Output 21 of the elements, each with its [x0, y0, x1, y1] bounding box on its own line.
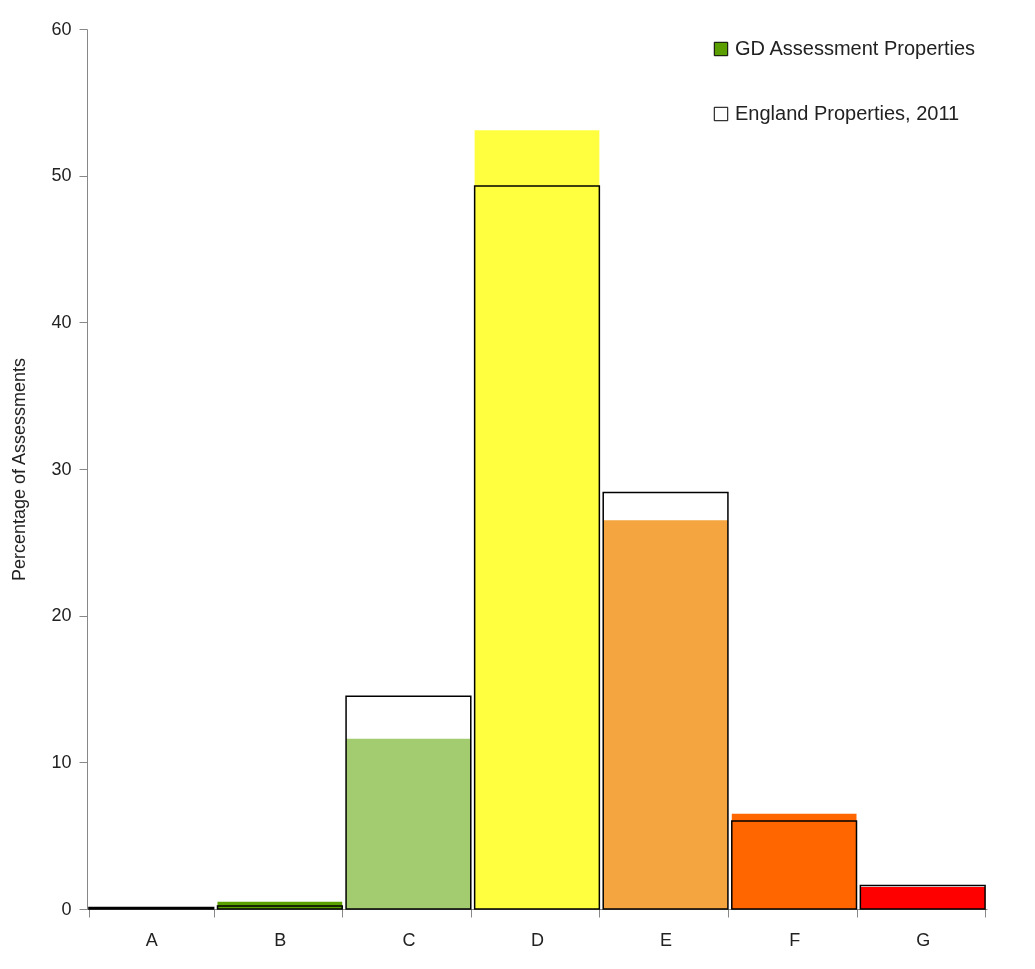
bar	[346, 738, 471, 909]
y-tick-label: 40	[51, 311, 72, 332]
x-tick-label: F	[789, 929, 801, 950]
y-tick-label: 50	[51, 165, 72, 186]
y-axis-title: Percentage of Assessments	[9, 357, 30, 582]
x-tick-label: G	[916, 929, 931, 950]
legend-label: GD Assessment Properties	[735, 37, 976, 59]
legend-label: England Properties, 2011	[735, 102, 960, 124]
y-tick-label: 0	[61, 898, 72, 919]
bar	[345, 695, 472, 910]
bar	[216, 905, 343, 910]
y-tick-label: 10	[51, 751, 72, 772]
x-tick-label: A	[145, 929, 158, 950]
y-tick-label: 20	[51, 605, 72, 626]
x-tick-label: C	[402, 929, 416, 950]
y-tick-label: 30	[51, 458, 72, 479]
x-tick-label: B	[274, 929, 287, 950]
x-tick-label: D	[531, 929, 544, 950]
bar	[88, 906, 215, 910]
x-tick-label: E	[660, 929, 673, 950]
y-tick-label: 60	[51, 18, 72, 39]
